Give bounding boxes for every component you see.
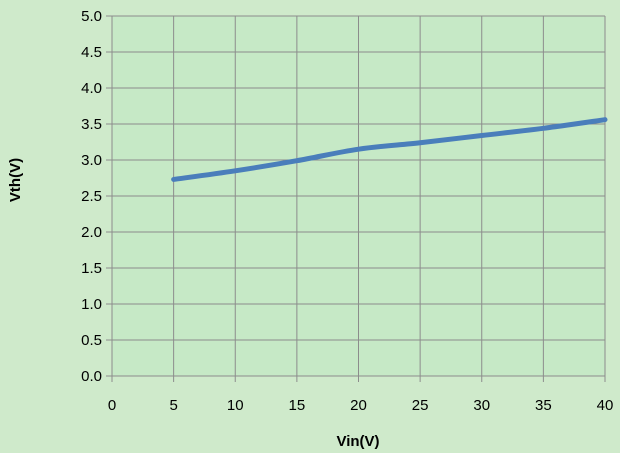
x-tick-label: 5 bbox=[169, 397, 177, 414]
y-tick-label: 2.0 bbox=[81, 224, 102, 241]
y-axis-tick-labels: 0.0 0.5 1.0 1.5 2.0 2.5 3.0 3.5 4.0 4.5 5.0 bbox=[81, 8, 102, 385]
y-tick-label: 3.5 bbox=[81, 116, 102, 133]
data-point bbox=[358, 148, 359, 150]
data-point bbox=[296, 160, 298, 162]
x-tick-label: 25 bbox=[412, 397, 429, 414]
data-point bbox=[234, 170, 236, 172]
y-tick-label: 5.0 bbox=[81, 8, 102, 25]
data-point bbox=[419, 142, 421, 144]
y-axis-title: Vth(V) bbox=[7, 158, 24, 202]
data-point bbox=[542, 127, 544, 129]
x-axis-title: Vin(V) bbox=[336, 433, 379, 450]
series-line bbox=[171, 117, 608, 182]
x-axis-tick-labels: 0 5 10 15 20 25 30 35 40 bbox=[108, 397, 614, 414]
y-tick-label: 0.5 bbox=[81, 332, 102, 349]
y-tick-label: 4.0 bbox=[81, 80, 102, 97]
y-tick-label: 4.5 bbox=[81, 44, 102, 61]
data-point bbox=[604, 119, 606, 121]
y-tick-label: 3.0 bbox=[81, 152, 102, 169]
x-tick-label: 15 bbox=[289, 397, 306, 414]
y-tick-label: 0.0 bbox=[81, 368, 102, 385]
y-tick-label: 2.5 bbox=[81, 188, 102, 205]
x-tick-label: 35 bbox=[535, 397, 552, 414]
x-tick-label: 10 bbox=[227, 397, 244, 414]
x-tick-label: 40 bbox=[597, 397, 614, 414]
y-tick-label: 1.5 bbox=[81, 260, 102, 277]
x-tick-label: 20 bbox=[350, 397, 367, 414]
x-tick-label: 0 bbox=[108, 397, 116, 414]
grid bbox=[106, 15, 606, 382]
y-tick-label: 1.0 bbox=[81, 296, 102, 313]
x-tick-label: 30 bbox=[473, 397, 490, 414]
data-point bbox=[481, 135, 483, 137]
data-point bbox=[173, 178, 175, 180]
series-layer bbox=[171, 117, 608, 182]
